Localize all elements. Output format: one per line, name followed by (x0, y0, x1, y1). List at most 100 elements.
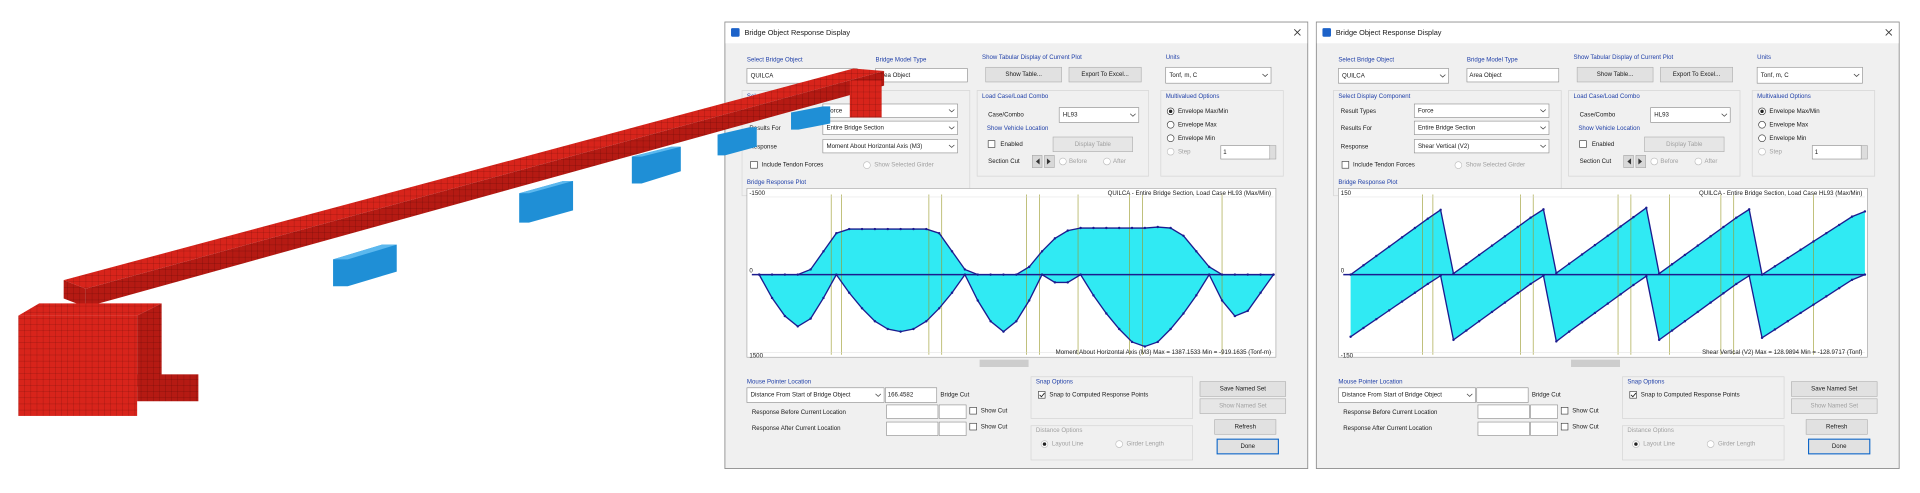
pier (631, 146, 681, 184)
text-box[interactable] (1530, 421, 1558, 436)
checkbox[interactable] (1560, 422, 1569, 431)
response-point (1632, 283, 1635, 287)
response-point (1773, 328, 1777, 331)
button[interactable]: Done (1216, 438, 1279, 455)
response-point (1027, 299, 1031, 302)
arrow (1046, 158, 1051, 165)
response-point (1027, 265, 1031, 269)
scrollbar-thumb[interactable] (1571, 359, 1620, 367)
dropdown[interactable]: Tonf, m, C (1165, 66, 1272, 84)
label: Distance Options (1036, 427, 1083, 434)
checkbox[interactable] (1341, 161, 1350, 169)
response-point (1670, 329, 1674, 332)
dropdown[interactable]: Force (1413, 103, 1550, 118)
response-point (1452, 272, 1455, 275)
dropdown[interactable]: Distance From Start of Bridge Object (746, 387, 885, 403)
button[interactable]: Show Table... (1576, 66, 1654, 83)
close-button[interactable] (1293, 29, 1301, 36)
text-box[interactable] (885, 387, 938, 403)
button[interactable]: Export To Excel... (1068, 66, 1142, 83)
response-point (1503, 301, 1507, 304)
response-point (937, 307, 941, 310)
response-point (1259, 273, 1262, 276)
text-box[interactable] (938, 421, 967, 436)
response-point (1105, 312, 1108, 315)
button[interactable]: Show Table... (985, 66, 1062, 83)
text-box[interactable] (1477, 421, 1530, 436)
checkbox[interactable] (1038, 391, 1046, 399)
button: Show Named Set (1791, 398, 1878, 414)
button[interactable]: Export To Excel... (1660, 66, 1733, 83)
text-box[interactable] (1811, 145, 1862, 160)
text-box[interactable] (1530, 404, 1558, 419)
dropdown[interactable]: Moment About Horizontal Axis (M3) (822, 139, 958, 154)
response-point (1567, 330, 1571, 333)
response-point (1529, 282, 1532, 286)
group-label: Select Display Component (1338, 93, 1410, 100)
radio[interactable] (1758, 134, 1766, 142)
checkbox[interactable] (750, 161, 758, 169)
checkbox[interactable] (969, 422, 977, 431)
text-box[interactable] (886, 404, 939, 419)
dropdown-value: QUILCA (1342, 72, 1366, 79)
checkbox[interactable] (1560, 407, 1569, 415)
dropdown[interactable]: Force (822, 103, 958, 118)
dropdown-box (1413, 139, 1550, 154)
group-box (976, 90, 1149, 177)
response-point (1182, 234, 1185, 238)
dropdown[interactable]: Distance From Start of Bridge Object (1338, 387, 1476, 403)
button-face (1199, 381, 1287, 397)
response-point (1413, 291, 1417, 294)
response-point (1735, 216, 1738, 219)
response-point (1130, 226, 1134, 230)
checkbox[interactable] (1629, 391, 1637, 399)
dropdown-box (822, 120, 958, 135)
response-point (1246, 273, 1249, 276)
button[interactable]: Refresh (1805, 419, 1868, 435)
text-box[interactable] (1220, 145, 1271, 160)
pier (519, 181, 574, 223)
response-point (847, 291, 851, 294)
label: Result Types (1341, 108, 1376, 115)
response-point (963, 268, 967, 271)
pier (717, 127, 757, 156)
checkbox[interactable] (969, 407, 977, 415)
response-point (1426, 217, 1429, 220)
close-button[interactable] (1885, 29, 1893, 36)
dropdown[interactable]: QUILCA (1338, 68, 1449, 84)
text-box[interactable] (1476, 387, 1529, 403)
dropdown[interactable]: HL93 (1058, 107, 1140, 123)
deck-end (63, 280, 86, 308)
button[interactable]: Save Named Set (1199, 381, 1287, 397)
text-box[interactable] (1477, 404, 1530, 419)
text-box[interactable] (886, 421, 939, 436)
button[interactable]: Done (1808, 438, 1871, 455)
response-point (1015, 320, 1018, 323)
text-box[interactable] (938, 404, 967, 419)
radio (1166, 147, 1175, 156)
button-label: Display Table (1666, 141, 1703, 148)
response-point (1709, 235, 1712, 238)
radio[interactable] (1758, 121, 1766, 129)
group-label: Bridge Model Type (876, 57, 927, 64)
dropdown[interactable]: Entire Bridge Section (1413, 120, 1550, 135)
response-point (1169, 327, 1172, 331)
response-point (886, 227, 889, 231)
y-tick-label: -150 (1341, 353, 1354, 360)
dropdown[interactable]: Shear Vertical (V2) (1413, 139, 1550, 154)
radio[interactable] (1166, 121, 1175, 129)
dropdown[interactable]: Tonf, m, C (1756, 66, 1863, 84)
dropdown[interactable]: HL93 (1650, 107, 1731, 123)
dropdown[interactable]: Entire Bridge Section (822, 120, 958, 135)
spin-button[interactable] (1860, 145, 1868, 160)
response-point (1850, 278, 1854, 282)
text-box[interactable] (1466, 68, 1560, 83)
checkbox[interactable] (987, 140, 996, 148)
checkbox[interactable] (1579, 140, 1587, 148)
spin-button[interactable] (1269, 145, 1277, 160)
button[interactable]: Refresh (1214, 419, 1277, 435)
radio[interactable] (1166, 134, 1175, 142)
button[interactable]: Save Named Set (1791, 381, 1878, 397)
scrollbar-thumb[interactable] (979, 359, 1029, 367)
